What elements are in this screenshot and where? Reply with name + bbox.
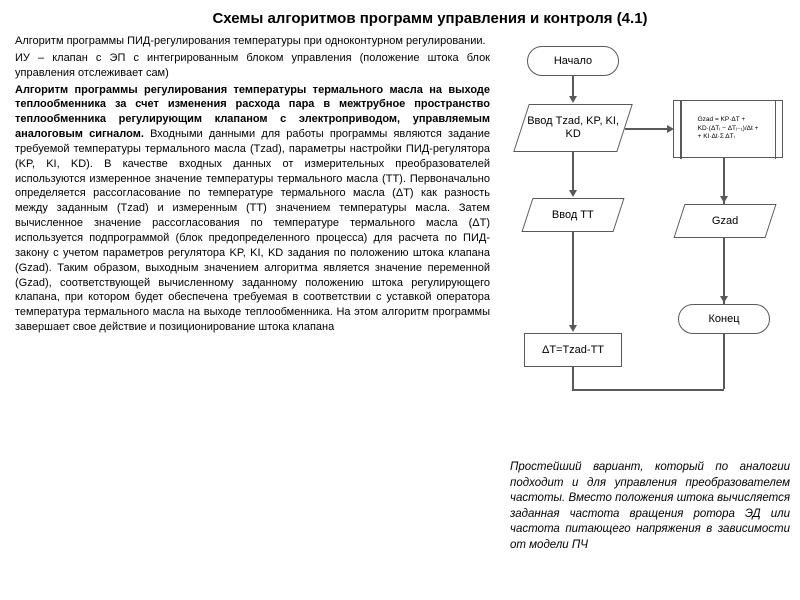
arrow-3 xyxy=(572,232,574,327)
node-calc-label: ΔT=Tzad-TT xyxy=(542,344,604,357)
node-start: Начало xyxy=(527,46,619,76)
node-input2-label: Ввод TT xyxy=(548,209,598,222)
bottom-italic-note: Простейший вариант, который по аналогии … xyxy=(510,460,790,553)
paragraph-2: ИУ – клапан с ЭП с интегрированным блоко… xyxy=(15,51,490,81)
paragraph-3-rest: Входными данными для работы программы яв… xyxy=(15,128,490,333)
node-input2: Ввод TT xyxy=(521,198,624,232)
arrow-r2 xyxy=(572,389,724,391)
arrow-6 xyxy=(723,238,725,298)
arrowhead-2 xyxy=(569,190,577,197)
node-calc: ΔT=Tzad-TT xyxy=(524,333,622,367)
paragraph-3: Алгоритм программы регулирования темпера… xyxy=(15,83,490,335)
arrow-1 xyxy=(572,76,574,98)
body-text: Алгоритм программы ПИД-регулирования тем… xyxy=(15,34,490,337)
flowchart: Начало Ввод Tzad, KP, KI, KD Ввод TT ΔT=… xyxy=(505,40,795,455)
node-input1: Ввод Tzad, KP, KI, KD xyxy=(513,104,633,152)
arrowhead-6 xyxy=(720,296,728,303)
node-output: Gzad xyxy=(673,204,776,238)
arrow-2 xyxy=(572,152,574,192)
node-start-label: Начало xyxy=(554,55,592,68)
node-end-label: Конец xyxy=(708,313,739,326)
node-end: Конец xyxy=(678,304,770,334)
node-output-label: Gzad xyxy=(708,215,742,228)
arrow-4 xyxy=(572,367,574,391)
arrowhead-3 xyxy=(569,325,577,332)
arrow-5 xyxy=(723,158,725,198)
paragraph-1: Алгоритм программы ПИД-регулирования тем… xyxy=(15,34,490,49)
arrow-r1 xyxy=(625,128,669,130)
node-formula-label: Gzad = KP·ΔT + KD·(ΔTᵢ − ΔTᵢ₋₁)/Δt + + K… xyxy=(698,116,759,141)
arrowhead-5 xyxy=(720,196,728,203)
node-formula: Gzad = KP·ΔT + KD·(ΔTᵢ − ΔTᵢ₋₁)/Δt + + K… xyxy=(673,100,783,158)
arrowhead-1 xyxy=(569,96,577,103)
node-input1-label: Ввод Tzad, KP, KI, KD xyxy=(522,115,624,140)
page-title: Схемы алгоритмов программ управления и к… xyxy=(80,10,780,27)
